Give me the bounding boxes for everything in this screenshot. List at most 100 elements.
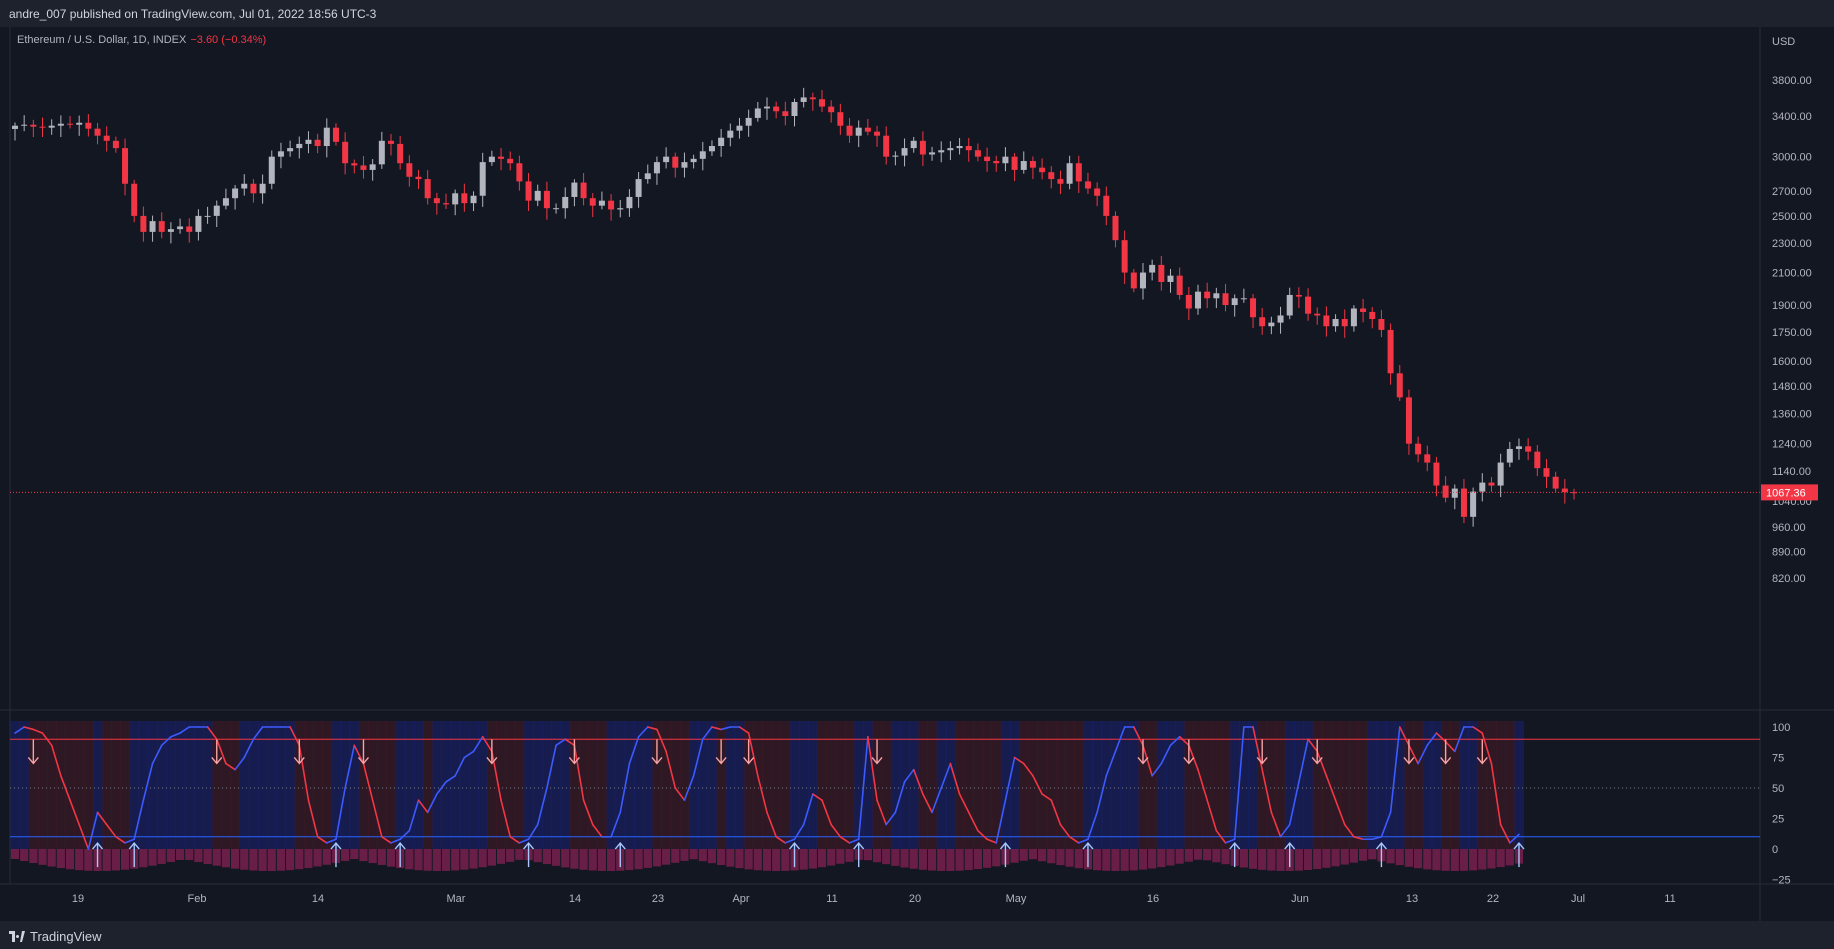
candle	[1525, 438, 1532, 461]
oscillator-segment	[903, 768, 915, 783]
buy-arrow-icon	[91, 842, 104, 850]
candle	[415, 169, 422, 189]
oscillator-bg-bar	[1486, 721, 1497, 849]
histogram-bar	[744, 849, 753, 870]
oscillator-segment	[23, 726, 35, 731]
oscillator-bg-bar	[1065, 721, 1075, 849]
histogram-bar	[1303, 849, 1313, 871]
oscillator-segment	[646, 726, 658, 731]
histogram-bar	[487, 849, 496, 866]
candle-body	[1057, 179, 1064, 184]
sell-arrow-icon	[486, 756, 498, 765]
oscillator-segment	[215, 738, 227, 765]
oscillator-segment	[1096, 774, 1108, 814]
histogram-bar	[359, 849, 368, 862]
histogram-bar	[1010, 849, 1019, 863]
price-tick-label: 820.00	[1772, 573, 1806, 585]
oscillator-bg-bar	[120, 721, 131, 849]
histogram-bar	[1175, 849, 1184, 864]
histogram-bar	[872, 849, 882, 863]
candle-body	[846, 125, 853, 136]
histogram-bar	[478, 849, 487, 868]
histogram-bar	[120, 849, 130, 870]
oscillator-segment	[885, 811, 897, 826]
candle-body	[1029, 161, 1036, 168]
oscillator-bg-bar	[478, 721, 488, 849]
time-tick-label: Apr	[732, 893, 749, 905]
tradingview-logo[interactable]: TradingView	[9, 929, 102, 944]
candle-body	[314, 139, 321, 147]
candle-body	[433, 198, 440, 204]
candle-body	[864, 127, 871, 132]
oscillator-bg-bar	[1120, 721, 1130, 849]
candle	[378, 131, 385, 169]
candle	[874, 125, 881, 147]
oscillator-segment	[1343, 823, 1355, 838]
candle-body	[608, 200, 615, 210]
oscillator-bg-bar	[771, 721, 782, 849]
oscillator-segment	[472, 735, 484, 753]
oscillator-bg-bar	[918, 721, 928, 849]
chart-area[interactable]: USD 3800.00 3400.00 3000.00 2700.00 2500.00 23…	[0, 27, 1834, 921]
oscillator-segment	[1068, 835, 1080, 844]
candle-body	[800, 97, 807, 102]
candle-body	[277, 151, 284, 157]
candle	[507, 151, 514, 171]
candle	[479, 152, 486, 207]
candle	[947, 141, 954, 161]
oscillator-bg-bar	[1496, 721, 1506, 849]
price-tick-label: 3800.00	[1772, 75, 1812, 87]
candle	[791, 98, 798, 127]
oscillator-segment	[32, 728, 44, 734]
price-tick-label: 3000.00	[1772, 152, 1812, 164]
oscillator-segment	[408, 799, 420, 832]
oscillator-segment	[160, 735, 172, 747]
oscillator-segment	[105, 823, 117, 838]
oscillator-segment	[793, 823, 805, 841]
oscillator-segment	[1224, 838, 1236, 844]
oscillator-segment	[1435, 732, 1447, 743]
oscillator-segment	[316, 835, 328, 844]
histogram-bar	[350, 849, 359, 860]
candle-body	[1011, 156, 1018, 170]
histogram-bar	[799, 849, 808, 870]
oscillator-bg-bar	[1239, 721, 1249, 849]
oscillator-segment	[656, 728, 667, 753]
candle	[48, 119, 55, 135]
candle	[1479, 473, 1486, 502]
candle	[1149, 259, 1156, 281]
histogram-bar	[469, 849, 478, 869]
candle-body	[296, 143, 303, 149]
candle	[837, 103, 844, 135]
candle-body	[1048, 172, 1055, 180]
oscillator-bg-bar	[102, 721, 112, 849]
histogram-bar	[992, 849, 1001, 867]
histogram-bar	[1193, 849, 1203, 860]
oscillator-bg-bar	[1376, 721, 1387, 849]
candle-body	[67, 123, 74, 125]
candle-body	[122, 148, 129, 184]
candle	[1185, 287, 1192, 321]
oscillator-bg-bar	[1422, 721, 1433, 849]
histogram-bar	[194, 849, 203, 863]
candle-body	[681, 162, 688, 168]
oscillator-histogram	[10, 849, 1524, 871]
histogram-bar	[231, 849, 240, 869]
symbol-label[interactable]: Ethereum / U.S. Dollar, 1D, INDEX	[17, 34, 187, 46]
candle-body	[1534, 451, 1541, 469]
candle-body	[993, 161, 1000, 164]
oscillator-segment	[821, 799, 832, 826]
histogram-bar	[75, 849, 84, 871]
candle-body	[892, 155, 899, 157]
oscillator-segment	[1087, 811, 1098, 841]
oscillator-segment	[637, 726, 649, 738]
oscillator-bg-bar	[1046, 721, 1057, 849]
histogram-bar	[84, 849, 93, 871]
candle-body	[1405, 397, 1412, 444]
oscillator-bg-bar	[1184, 721, 1194, 849]
candle	[1103, 186, 1110, 226]
oscillator-segment	[848, 838, 860, 844]
oscillator-bg-bar	[1074, 721, 1084, 849]
oscillator-segment	[1288, 781, 1300, 826]
histogram-bar	[249, 849, 258, 871]
